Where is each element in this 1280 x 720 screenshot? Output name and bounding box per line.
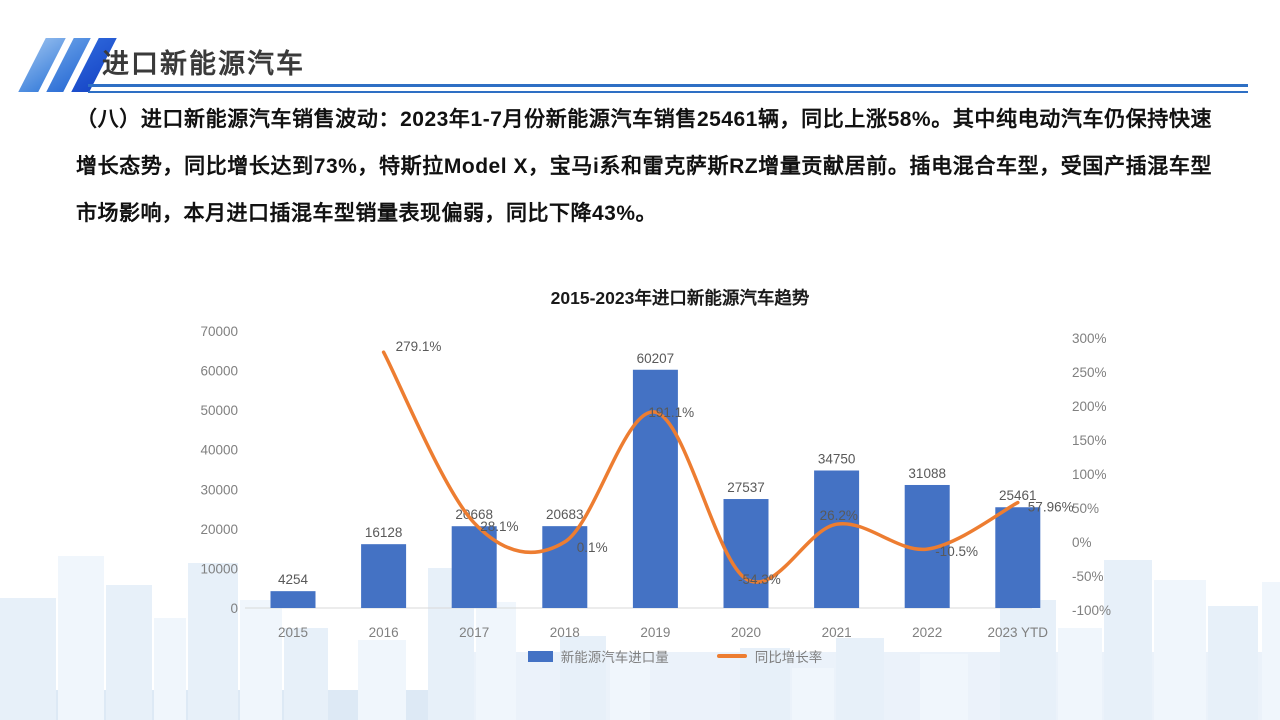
rate-label-2016: 279.1% bbox=[396, 339, 442, 354]
bar-label-2016: 16128 bbox=[365, 525, 403, 540]
x-axis-label-2015: 2015 bbox=[278, 625, 308, 640]
skyline-rect bbox=[792, 668, 834, 720]
skyline-rect bbox=[610, 660, 650, 720]
skyline-rect bbox=[1000, 600, 1056, 720]
skyline-rect bbox=[240, 600, 282, 720]
rate-label-2018: 0.1% bbox=[577, 540, 608, 555]
line-series-swatch-icon bbox=[716, 654, 747, 658]
growth-rate-line bbox=[381, 350, 1020, 584]
bar-2023 YTD bbox=[995, 507, 1041, 608]
left-axis-tick: 30000 bbox=[200, 482, 238, 497]
legend-label: 新能源汽车进口量 bbox=[560, 650, 669, 665]
chart-title: 2015-2023年进口新能源汽车趋势 bbox=[551, 288, 810, 308]
left-axis-tick: 20000 bbox=[200, 522, 238, 537]
skyline-rect bbox=[0, 598, 56, 720]
bar-2019 bbox=[632, 369, 678, 608]
x-axis-label-2020: 2020 bbox=[731, 625, 761, 640]
skyline-rect bbox=[284, 628, 328, 720]
x-axis-label-2023 YTD: 2023 YTD bbox=[988, 625, 1049, 640]
rate-label-2023 YTD: 57.96% bbox=[1028, 500, 1074, 515]
bar-label-2023 YTD: 25461 bbox=[999, 488, 1037, 503]
right-axis-tick: 250% bbox=[1072, 365, 1107, 380]
bar-2015 bbox=[270, 591, 316, 608]
legend-item-imports: 新能源汽车进口量 bbox=[527, 646, 669, 666]
bar-label-2018: 20683 bbox=[546, 507, 584, 522]
left-axis-tick: 60000 bbox=[200, 364, 238, 379]
bar-label-2015: 4254 bbox=[278, 572, 309, 587]
left-axis-tick: 40000 bbox=[200, 443, 238, 458]
skyline-rect bbox=[154, 618, 186, 720]
bar-2016 bbox=[361, 544, 407, 608]
bar-2017 bbox=[451, 526, 497, 608]
left-axis-tick: 0 bbox=[230, 601, 238, 616]
left-axis-tick: 70000 bbox=[200, 324, 238, 339]
right-axis-tick: -50% bbox=[1072, 569, 1104, 584]
skyline-rect bbox=[1104, 560, 1152, 720]
trend-chart: 2015-2023年进口新能源汽车趋势 0 10000 20000 30000 40000… bbox=[200, 288, 1111, 640]
skyline-rect bbox=[58, 556, 104, 720]
skyline-rect bbox=[358, 640, 406, 720]
x-axis-label-2018: 2018 bbox=[550, 625, 580, 640]
right-axis-tick: 150% bbox=[1072, 433, 1107, 448]
rate-label-2022: -10.5% bbox=[935, 544, 978, 559]
bar-2021 bbox=[814, 470, 860, 608]
x-axis-label-2019: 2019 bbox=[640, 625, 670, 640]
right-axis-tick: 100% bbox=[1072, 467, 1107, 482]
x-axis-label-2016: 2016 bbox=[369, 625, 399, 640]
skyline-rect bbox=[1262, 582, 1280, 720]
title-underline bbox=[88, 84, 1248, 93]
page-title: 进口新能源汽车 bbox=[102, 49, 305, 79]
bar-2020 bbox=[723, 499, 769, 608]
rate-label-2021: 26.2% bbox=[820, 508, 858, 523]
skyline-rect bbox=[560, 636, 606, 720]
skyline-rect bbox=[1208, 606, 1258, 720]
skyline-rect bbox=[106, 585, 152, 720]
bar-label-2022: 31088 bbox=[908, 466, 946, 481]
bar-series-swatch-icon bbox=[527, 650, 553, 662]
summary-paragraph: （八）进口新能源汽车销售波动：2023年1-7月份新能源汽车销售25461辆，同… bbox=[76, 108, 1212, 225]
skyline-rect bbox=[1154, 580, 1206, 720]
x-axis-label-2022: 2022 bbox=[912, 625, 942, 640]
rate-label-2020: -54.3% bbox=[738, 572, 781, 587]
left-axis-tick: 10000 bbox=[200, 561, 238, 576]
legend-item-growth: 同比增长率 bbox=[716, 646, 823, 666]
skyline-rect bbox=[476, 602, 516, 720]
rate-label-2017: 28.1% bbox=[480, 519, 518, 534]
chart-legend: 新能源汽车进口量 同比增长率 bbox=[170, 646, 1180, 666]
bar-2018 bbox=[542, 526, 588, 608]
skyline-rect bbox=[740, 648, 790, 720]
right-axis-tick: 300% bbox=[1072, 331, 1107, 346]
skyline-rect bbox=[1058, 628, 1102, 720]
skyline-rect bbox=[188, 563, 238, 720]
skyline-rect bbox=[836, 638, 884, 720]
x-axis-label-2021: 2021 bbox=[822, 625, 852, 640]
right-axis-tick: 50% bbox=[1072, 501, 1099, 516]
x-axis-label-2017: 2017 bbox=[459, 625, 489, 640]
slide-header: 进口新能源汽车 bbox=[0, 0, 1280, 100]
legend-label: 同比增长率 bbox=[754, 650, 823, 665]
right-axis-tick: 200% bbox=[1072, 399, 1107, 414]
rate-label-2019: 191.1% bbox=[648, 405, 694, 420]
right-axis-tick: -100% bbox=[1072, 603, 1111, 618]
left-axis-tick: 50000 bbox=[200, 403, 238, 418]
skyline-rect bbox=[920, 654, 968, 720]
bar-label-2019: 60207 bbox=[637, 351, 675, 366]
right-axis-tick: 0% bbox=[1072, 535, 1092, 550]
bar-label-2020: 27537 bbox=[727, 480, 765, 495]
bar-label-2021: 34750 bbox=[818, 451, 856, 466]
